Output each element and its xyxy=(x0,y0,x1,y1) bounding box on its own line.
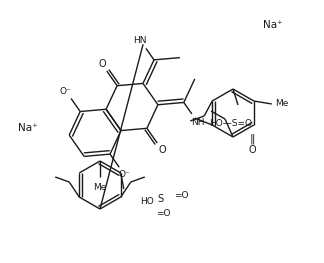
Text: ‖: ‖ xyxy=(249,134,255,144)
Text: HN: HN xyxy=(133,36,147,45)
Text: O⁻: O⁻ xyxy=(60,87,72,95)
Text: O: O xyxy=(248,145,256,155)
Text: Na⁺: Na⁺ xyxy=(18,123,38,133)
Text: O⁻: O⁻ xyxy=(119,170,130,179)
Text: HO: HO xyxy=(140,196,154,205)
Text: =O: =O xyxy=(156,209,171,218)
Text: S: S xyxy=(158,194,164,204)
Text: Me: Me xyxy=(275,99,288,109)
Text: O: O xyxy=(98,59,106,69)
Text: NH: NH xyxy=(191,118,204,127)
Text: Na⁺: Na⁺ xyxy=(263,20,283,30)
Text: O: O xyxy=(158,145,166,155)
Text: =O: =O xyxy=(174,190,188,200)
Text: Me: Me xyxy=(93,183,107,191)
Text: HO—S=O: HO—S=O xyxy=(210,119,252,129)
